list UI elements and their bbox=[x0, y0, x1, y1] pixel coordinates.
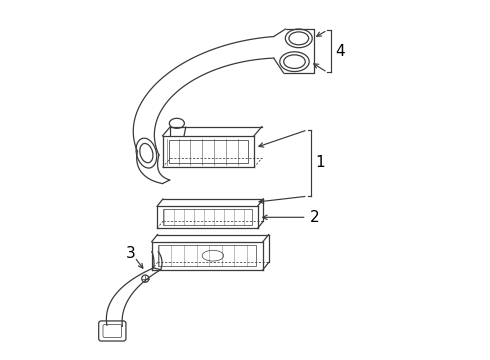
Text: 1: 1 bbox=[316, 156, 325, 171]
Text: 4: 4 bbox=[335, 44, 345, 59]
Text: 2: 2 bbox=[310, 210, 320, 225]
Text: 3: 3 bbox=[125, 246, 135, 261]
